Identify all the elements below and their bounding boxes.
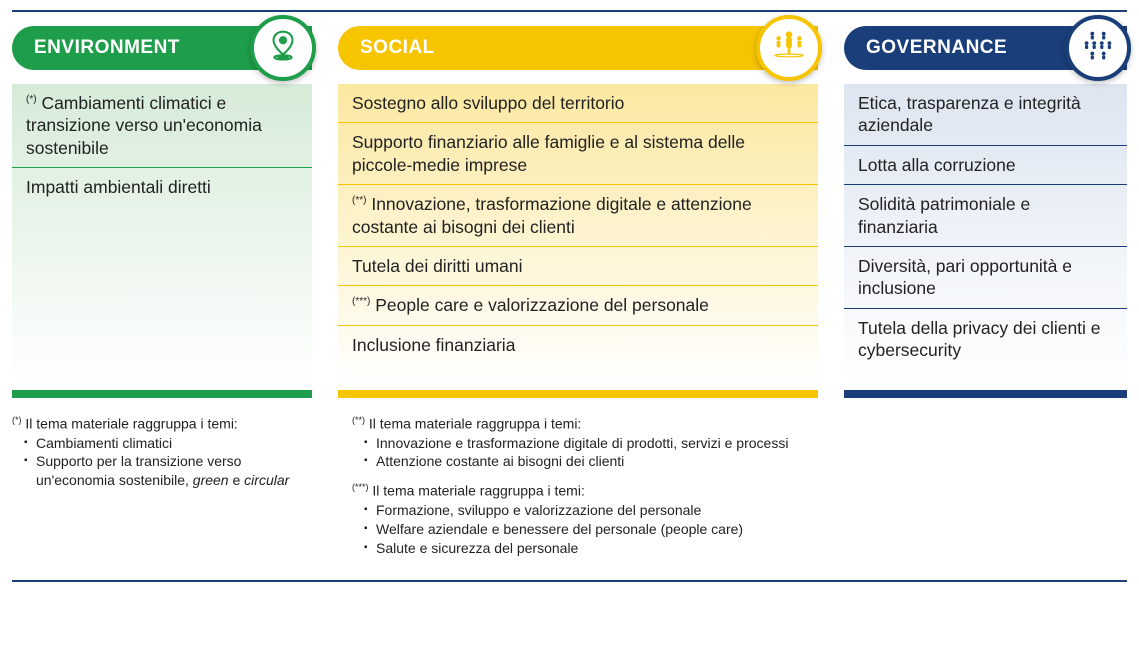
list-item: Lotta alla corruzione <box>844 146 1127 185</box>
item-text: Solidità patrimoniale e finanziaria <box>858 194 1030 236</box>
column-governance: GOVERNANCE Etica, traspare <box>844 26 1127 398</box>
list-item: Inclusione finanziaria <box>338 326 818 364</box>
footnote-item: Supporto per la transizione verso un'eco… <box>24 452 322 490</box>
badge-environment <box>250 15 316 81</box>
badge-social <box>756 15 822 81</box>
list-item: Solidità patrimoniale e finanziaria <box>844 185 1127 247</box>
list-item: (*) Cambiamenti climatici e transizione … <box>12 84 312 168</box>
header-governance: GOVERNANCE <box>844 26 1127 70</box>
footnote-item: Attenzione costante ai bisogni dei clien… <box>364 452 822 471</box>
footnote-item: Formazione, sviluppo e valorizzazione de… <box>364 501 822 520</box>
map-pin-icon <box>264 26 302 70</box>
footnote-block: (*) Il tema materiale raggruppa i temi:C… <box>12 414 322 490</box>
footnote-item: Salute e sicurezza del personale <box>364 539 822 558</box>
accent-bar-governance <box>844 390 1127 398</box>
footnotes-col-2: (**) Il tema materiale raggruppa i temi:… <box>352 414 822 568</box>
accent-bar-environment <box>12 390 312 398</box>
item-text: Impatti ambientali diretti <box>26 177 211 197</box>
footnote-item: Welfare aziendale e benessere del person… <box>364 520 822 539</box>
list-item: Supporto finanziario alle famiglie e al … <box>338 123 818 185</box>
item-text: Supporto finanziario alle famiglie e al … <box>352 132 745 174</box>
list-item: Tutela della privacy dei clienti e cyber… <box>844 309 1127 370</box>
footnote-list: Cambiamenti climaticiSupporto per la tra… <box>12 434 322 491</box>
item-text: Sostegno allo sviluppo del territorio <box>352 93 624 113</box>
item-text: Tutela dei diritti umani <box>352 256 523 276</box>
footnotes: (*) Il tema materiale raggruppa i temi:C… <box>12 414 1127 568</box>
badge-governance <box>1065 15 1131 81</box>
header-environment-label: ENVIRONMENT <box>34 37 180 59</box>
list-item: (***) People care e valorizzazione del p… <box>338 286 818 325</box>
item-marker: (**) <box>352 195 366 206</box>
footnote-block: (**) Il tema materiale raggruppa i temi:… <box>352 414 822 471</box>
bottom-rule <box>12 580 1127 582</box>
footnote-block: (***) Il tema materiale raggruppa i temi… <box>352 481 822 557</box>
list-item: Diversità, pari opportunità e inclusione <box>844 247 1127 309</box>
item-text: People care e valorizzazione del persona… <box>375 295 709 315</box>
list-item: Etica, trasparenza e integrità aziendale <box>844 84 1127 146</box>
people-group-icon <box>770 26 808 70</box>
column-environment: ENVIRONMENT (*) Cambiamenti climatici e … <box>12 26 312 398</box>
list-item: Tutela dei diritti umani <box>338 247 818 286</box>
item-text: Lotta alla corruzione <box>858 155 1016 175</box>
item-text: Cambiamenti climatici e transizione vers… <box>26 93 262 158</box>
footnote-item: Cambiamenti climatici <box>24 434 322 453</box>
accent-bar-social <box>338 390 818 398</box>
list-item: Impatti ambientali diretti <box>12 168 312 206</box>
item-text: Tutela della privacy dei clienti e cyber… <box>858 318 1101 360</box>
footnote-lead: (*) Il tema materiale raggruppa i temi: <box>12 414 322 434</box>
list-item: (**) Innovazione, trasformazione digital… <box>338 185 818 247</box>
item-text: Etica, trasparenza e integrità aziendale <box>858 93 1081 135</box>
top-rule <box>12 10 1127 12</box>
footnote-item: Innovazione e trasformazione digitale di… <box>364 434 822 453</box>
item-marker: (***) <box>352 297 370 308</box>
column-social: SOCIAL Sostegno allo sviluppo del territ… <box>338 26 818 398</box>
header-social-label: SOCIAL <box>360 37 435 59</box>
header-governance-label: GOVERNANCE <box>866 37 1007 59</box>
list-item: Sostegno allo sviluppo del territorio <box>338 84 818 123</box>
footnote-list: Formazione, sviluppo e valorizzazione de… <box>352 501 822 558</box>
panel-governance: Etica, trasparenza e integrità aziendale… <box>844 84 1127 384</box>
item-text: Diversità, pari opportunità e inclusione <box>858 256 1072 298</box>
org-people-icon <box>1079 26 1117 70</box>
item-text: Innovazione, trasformazione digitale e a… <box>352 194 752 236</box>
footnote-list: Innovazione e trasformazione digitale di… <box>352 434 822 472</box>
panel-environment: (*) Cambiamenti climatici e transizione … <box>12 84 312 384</box>
header-environment: ENVIRONMENT <box>12 26 312 70</box>
item-text: Inclusione finanziaria <box>352 335 515 355</box>
footnote-lead: (**) Il tema materiale raggruppa i temi: <box>352 414 822 434</box>
footnotes-col-1: (*) Il tema materiale raggruppa i temi:C… <box>12 414 322 568</box>
footnote-lead: (***) Il tema materiale raggruppa i temi… <box>352 481 822 501</box>
header-social: SOCIAL <box>338 26 818 70</box>
esg-columns: ENVIRONMENT (*) Cambiamenti climatici e … <box>12 26 1127 398</box>
panel-social: Sostegno allo sviluppo del territorio Su… <box>338 84 818 384</box>
item-marker: (*) <box>26 94 37 105</box>
